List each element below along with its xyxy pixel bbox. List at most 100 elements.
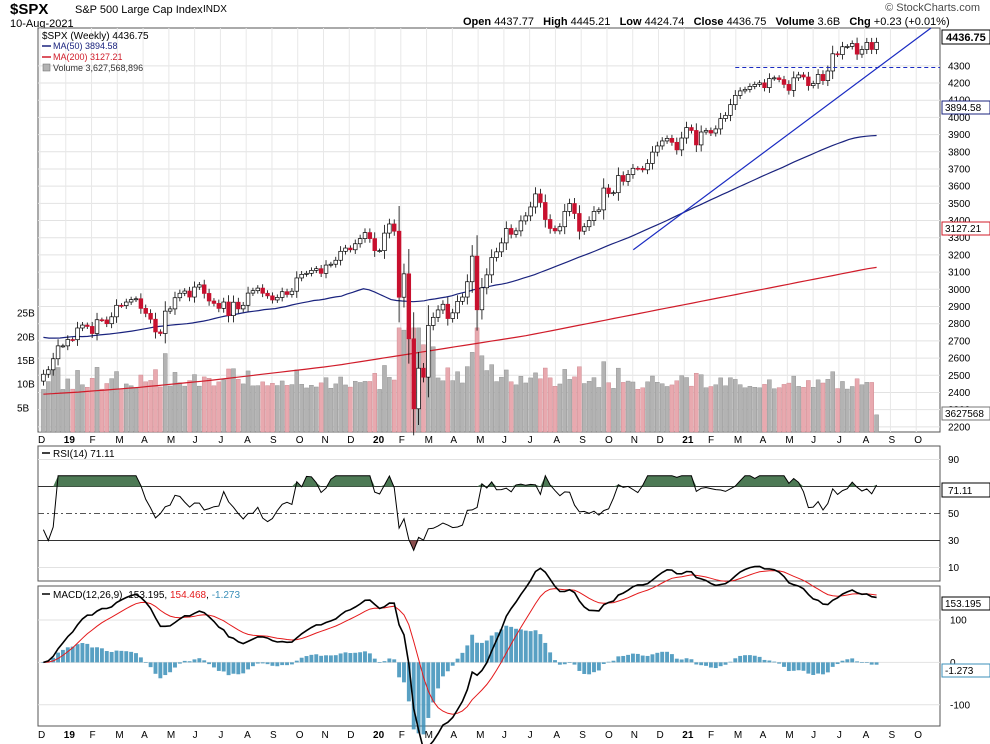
volume-bar (367, 381, 373, 433)
volume-bar (703, 387, 709, 433)
candle-body (289, 290, 295, 295)
candle-body (202, 284, 207, 294)
macd-hist-bar (557, 662, 562, 665)
volume-bar (543, 367, 548, 433)
macd-hist-bar (343, 652, 348, 663)
volume-bar (874, 414, 879, 433)
candle-body (109, 316, 114, 325)
candle-body (811, 83, 816, 86)
macd-hist-bar (626, 654, 631, 663)
macd-hist-bar (718, 662, 723, 667)
volume-bar (494, 381, 499, 433)
macd-hist-bar (236, 662, 241, 675)
candle-body (304, 272, 309, 275)
badge-rsi-box (941, 482, 990, 498)
macd-hist-bar (421, 662, 426, 735)
candle-body (479, 287, 485, 311)
macd-hist-bar (855, 661, 860, 663)
candle-body (440, 303, 446, 311)
month-label: D (657, 730, 664, 741)
candle-body (206, 293, 212, 302)
macd-hist-bar (324, 655, 328, 663)
month-label: F (90, 435, 96, 446)
candle-body (582, 226, 587, 232)
candle-body (216, 303, 222, 309)
candle-body (41, 373, 46, 382)
macd-hist-bar (319, 655, 324, 663)
candle-body (698, 131, 704, 146)
rsi-legend: RSI(14) 71.11 (53, 449, 115, 460)
macd-hist-bar (416, 662, 421, 734)
candle-body (616, 175, 621, 194)
volume-bar (440, 380, 446, 433)
macd-hist-bar (660, 651, 665, 663)
volume-bar (192, 374, 197, 433)
macd-hist-bar (270, 662, 275, 666)
volume-bar (353, 380, 358, 433)
price-tick-label: 4200 (948, 79, 971, 90)
macd-hist-bar (869, 662, 874, 665)
macd-hist-bar (280, 662, 285, 666)
badge-price: 4436.75 (946, 32, 986, 44)
macd-legend: MACD(12,26,9) 153.195, 154.468, -1.273 (53, 590, 240, 601)
macd-hist-bar (402, 662, 406, 683)
macd-hist-bar (801, 662, 806, 671)
volume-bar (391, 379, 397, 433)
candle-body (499, 242, 504, 253)
candle-body (854, 43, 860, 55)
candle-body (426, 325, 431, 378)
candle-body (767, 78, 772, 89)
macd-hist-bar (148, 662, 153, 668)
macd-hist-bar (616, 656, 621, 663)
macd-hist-bar (631, 653, 635, 663)
volume-bar (810, 387, 816, 433)
candle-body (177, 292, 183, 299)
volume-bar (820, 382, 826, 433)
badge-macd: 153.195 (945, 599, 982, 610)
macd-hist-bar (689, 659, 694, 663)
candle-body (625, 174, 631, 182)
volume-bar (435, 377, 441, 433)
candle-body (284, 291, 290, 295)
candle-body (265, 292, 270, 297)
volume-bar (616, 367, 621, 433)
price-tick-label: 2900 (948, 302, 971, 313)
candle-body (382, 232, 387, 251)
volume-bar (669, 384, 675, 433)
macd-hist-bar (777, 662, 782, 664)
candle-body (455, 300, 460, 314)
volume-bar (158, 386, 163, 433)
candle-body (226, 301, 231, 316)
volume-bar (591, 377, 597, 433)
candle-body (372, 238, 377, 251)
volume-bar (348, 386, 353, 433)
price-axis: 2200230024002500260027002800290030003100… (948, 61, 971, 433)
price-candles (41, 37, 879, 436)
candle-body (187, 290, 192, 298)
volume-bar (187, 380, 192, 433)
candle-body (309, 270, 314, 274)
candle-body (343, 247, 348, 252)
macd-hist-bar (864, 662, 869, 663)
volume-bar (153, 369, 158, 433)
volume-bar (713, 384, 719, 433)
macd-hist-bar (75, 644, 80, 663)
candle-body (431, 316, 436, 326)
macd-legend-hist: -1.273 (212, 590, 241, 601)
volume-bar (460, 382, 465, 433)
macd-hist-bar (859, 662, 864, 663)
price-legend: $SPX (Weekly) 4436.75 MA(50) 3894.58 MA(… (42, 31, 149, 73)
candle-body (323, 264, 329, 274)
volume-bar (99, 388, 105, 433)
open-value: 4437.77 (494, 16, 534, 28)
macd-hist-bar (743, 655, 747, 663)
month-label: D (347, 730, 354, 741)
candle-body (747, 86, 753, 90)
candle-body (859, 49, 865, 55)
month-label: O (296, 435, 304, 446)
candle-body (416, 367, 421, 410)
volume-bar (499, 376, 504, 433)
macd-hist-bar (562, 662, 567, 665)
volume-bar (279, 380, 285, 433)
